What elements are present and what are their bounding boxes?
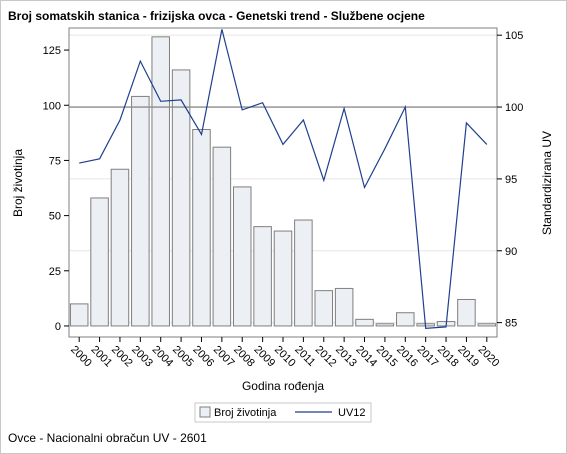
bar — [477, 323, 497, 327]
x-tick-label: 2012 — [313, 344, 339, 370]
bar — [171, 69, 191, 327]
bar — [334, 287, 354, 327]
footer-note: Ovce - Nacionalni obračun UV - 2601 — [8, 431, 207, 445]
x-tick-label: 2014 — [353, 344, 379, 370]
x-tick-label: 2016 — [394, 344, 420, 370]
bar — [131, 95, 150, 327]
legend-label-line: UV12 — [338, 407, 366, 419]
x-tick-label: 2004 — [150, 344, 176, 370]
y-tick-label: 0 — [55, 321, 61, 333]
bar — [375, 323, 395, 327]
y2-tick-label: 90 — [505, 246, 517, 258]
x-tick-label: 2008 — [231, 344, 257, 370]
y-axis-right: 85 90 95 100 105 — [497, 30, 523, 330]
bar — [69, 303, 89, 327]
bar — [253, 226, 272, 327]
legend-label-bars: Broj životinja — [214, 407, 277, 419]
x-tick-label: 2007 — [211, 344, 237, 370]
bar — [90, 197, 109, 327]
bars-layer — [69, 36, 497, 327]
bar — [212, 146, 232, 327]
chart-title: Broj somatskih stanica - frizijska ovca … — [8, 9, 425, 23]
bar — [273, 230, 293, 327]
bar — [192, 129, 211, 327]
y-tick-label: 125 — [43, 45, 61, 57]
y2-tick-label: 105 — [505, 30, 523, 42]
y-axis-label: Broj životinja — [11, 149, 25, 217]
legend: Broj životinja UV12 — [194, 402, 372, 423]
y2-tick-label: 100 — [505, 102, 523, 114]
y-tick-label: 25 — [49, 266, 61, 278]
x-axis-label: Godina rođenja — [242, 379, 324, 393]
y2-tick-label: 95 — [505, 174, 517, 186]
uv12-series-line — [79, 29, 488, 330]
bar — [396, 312, 415, 327]
bar — [355, 318, 374, 327]
x-tick-label: 2000 — [68, 344, 94, 370]
x-tick-label: 2010 — [272, 344, 298, 370]
x-tick-label: 2015 — [374, 344, 400, 370]
y-tick-label: 100 — [43, 100, 61, 112]
legend-bar-swatch — [199, 406, 211, 418]
x-tick-label: 2013 — [333, 344, 359, 370]
y2-tick-label: 85 — [505, 318, 517, 330]
legend-box — [194, 402, 372, 423]
x-tick-label: 2019 — [455, 344, 481, 370]
x-tick-label: 2017 — [415, 344, 441, 370]
x-tick-label: 2005 — [170, 344, 196, 370]
x-axis: 2000200120022003200420052006200720082009… — [68, 337, 501, 369]
x-tick-label: 2011 — [292, 344, 317, 369]
x-tick-label: 2003 — [129, 344, 155, 370]
x-tick-label: 2001 — [88, 344, 114, 370]
bar — [314, 290, 334, 327]
bar — [151, 36, 170, 327]
x-tick-label: 2020 — [476, 344, 502, 370]
y-tick-label: 75 — [49, 155, 61, 167]
bar — [232, 186, 252, 327]
bar — [294, 219, 313, 327]
bar — [457, 298, 476, 327]
x-tick-label: 2002 — [109, 344, 135, 370]
y-tick-label: 50 — [49, 211, 61, 223]
bar — [110, 168, 130, 327]
x-tick-label: 2006 — [190, 344, 216, 370]
x-tick-label: 2009 — [251, 344, 277, 370]
y2-axis-label: Standardizirana UV — [540, 131, 554, 235]
x-tick-label: 2018 — [435, 344, 461, 370]
y-axis-left: 0 25 50 75 100 125 — [43, 45, 69, 333]
